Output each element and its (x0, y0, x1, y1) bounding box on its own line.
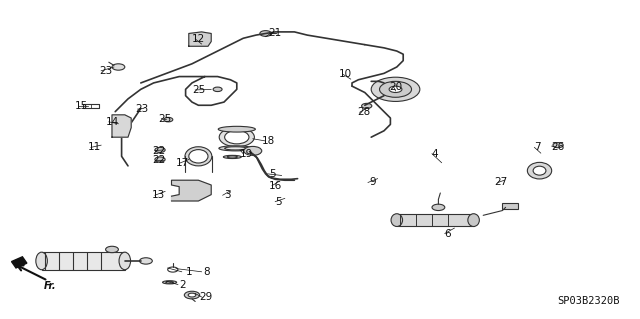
Text: 15: 15 (76, 101, 88, 111)
Ellipse shape (223, 155, 241, 159)
Circle shape (380, 81, 412, 97)
Text: 17: 17 (176, 158, 189, 168)
Ellipse shape (225, 147, 246, 150)
Ellipse shape (227, 156, 237, 158)
Circle shape (260, 31, 271, 36)
Circle shape (140, 258, 152, 264)
Circle shape (389, 86, 402, 93)
Text: 29: 29 (200, 292, 212, 302)
Text: 3: 3 (224, 190, 230, 200)
Text: 5: 5 (275, 197, 282, 207)
Text: 2: 2 (179, 279, 186, 290)
Text: 10: 10 (339, 69, 352, 79)
Text: 22: 22 (152, 145, 165, 156)
Text: 22: 22 (152, 155, 165, 165)
Ellipse shape (527, 162, 552, 179)
Ellipse shape (218, 126, 255, 132)
Text: 8: 8 (203, 267, 209, 277)
Text: 25: 25 (192, 85, 205, 95)
Bar (502, 203, 518, 209)
Ellipse shape (533, 166, 546, 175)
Circle shape (193, 37, 206, 43)
Text: 5: 5 (269, 169, 275, 179)
Text: 25: 25 (159, 114, 172, 124)
Bar (42, 252, 125, 270)
Circle shape (188, 293, 196, 297)
Text: 26: 26 (552, 142, 564, 152)
Circle shape (106, 246, 118, 253)
Ellipse shape (391, 214, 403, 226)
Bar (397, 214, 474, 226)
Circle shape (244, 146, 262, 155)
Circle shape (114, 122, 129, 130)
Circle shape (164, 117, 173, 122)
Text: 6: 6 (445, 228, 451, 239)
Circle shape (184, 291, 200, 299)
Text: 4: 4 (432, 149, 438, 159)
Text: SP03B2320B: SP03B2320B (557, 296, 620, 307)
Ellipse shape (36, 252, 47, 270)
Polygon shape (112, 115, 131, 137)
Text: 7: 7 (534, 142, 541, 152)
Circle shape (371, 77, 420, 101)
Text: 11: 11 (88, 142, 101, 152)
Text: 27: 27 (494, 177, 507, 188)
Circle shape (112, 64, 125, 70)
Polygon shape (12, 257, 27, 268)
Ellipse shape (225, 130, 249, 144)
Ellipse shape (219, 128, 255, 147)
Circle shape (213, 87, 222, 92)
Text: 9: 9 (369, 177, 376, 188)
Ellipse shape (166, 281, 173, 283)
Text: Fr.: Fr. (44, 281, 56, 291)
Text: 21: 21 (269, 27, 282, 38)
Circle shape (155, 147, 165, 152)
Text: 23: 23 (136, 104, 148, 114)
Circle shape (362, 103, 372, 108)
Circle shape (432, 204, 445, 211)
Text: 19: 19 (240, 149, 253, 159)
Ellipse shape (185, 147, 212, 166)
Ellipse shape (219, 146, 252, 151)
Text: 28: 28 (357, 107, 370, 117)
Circle shape (553, 143, 563, 148)
Text: 12: 12 (192, 34, 205, 44)
Ellipse shape (163, 281, 177, 284)
Text: 16: 16 (269, 181, 282, 191)
Text: 23: 23 (99, 66, 112, 76)
Polygon shape (189, 32, 211, 46)
Text: 13: 13 (152, 190, 165, 200)
Text: 14: 14 (106, 117, 118, 127)
Circle shape (155, 157, 165, 162)
Text: 1: 1 (186, 267, 192, 277)
Ellipse shape (468, 214, 479, 226)
Text: 18: 18 (262, 136, 275, 146)
Ellipse shape (119, 252, 131, 270)
Ellipse shape (189, 150, 208, 163)
Polygon shape (172, 180, 211, 201)
Text: 20: 20 (389, 82, 402, 92)
